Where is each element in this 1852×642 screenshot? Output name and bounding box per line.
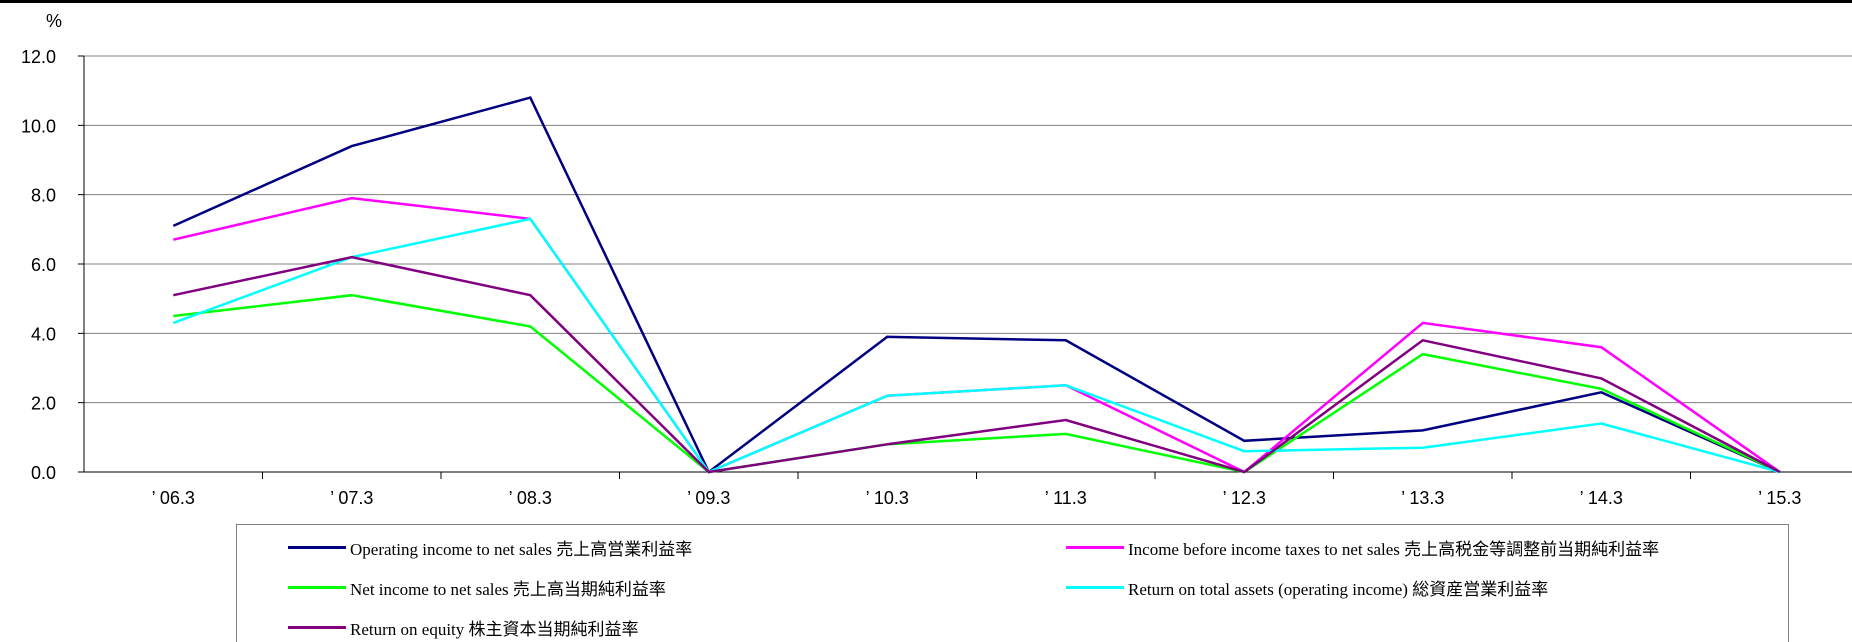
legend-label: Net income to net sales 売上高当期純利益率 — [350, 579, 666, 599]
legend-swatch — [288, 545, 346, 549]
legend-swatch — [288, 585, 346, 589]
series-line — [173, 293, 1781, 474]
y-tick-label: 0.0 — [31, 463, 56, 483]
x-tick-label: ’ 11.3 — [1045, 488, 1087, 508]
x-tick-labels: ’ 06.3 ’ 07.3 ’ 08.3 ’ 09.3 ’ 10.3 ’ 11.3 ’ 12… — [152, 488, 1802, 508]
legend-item-operating-income: Operating income to net sales 売上高営業利益率 — [288, 534, 692, 560]
x-tick-label: ’ 15.3 — [1758, 488, 1801, 508]
x-tick-label: ’ 14.3 — [1580, 488, 1623, 508]
axes — [78, 55, 1852, 479]
legend-item-return-on-assets: Return on total assets (operating income… — [1066, 574, 1548, 600]
series-line — [173, 255, 1781, 474]
legend-label: Return on equity 株主資本当期純利益率 — [350, 619, 639, 639]
series-lines — [172, 96, 1781, 474]
x-tick-label: ’ 06.3 — [152, 488, 195, 508]
y-tick-label: 2.0 — [31, 394, 56, 414]
legend-item-return-on-equity: Return on equity 株主資本当期純利益率 — [288, 614, 639, 640]
x-tick-label: ’ 09.3 — [687, 488, 730, 508]
x-tick-label: ’ 08.3 — [509, 488, 552, 508]
y-tick-label: 12.0 — [21, 47, 56, 67]
y-tick-labels: 0.0 2.0 4.0 6.0 8.0 10.0 12.0 — [21, 47, 56, 483]
legend-label: Return on total assets (operating income… — [1128, 579, 1549, 599]
series-line — [172, 217, 1781, 474]
legend-label: Operating income to net sales 売上高営業利益率 — [350, 539, 693, 559]
line-chart: % 0.02.04.06.08.010.012.0 ’ 06.3’ 07.3’ … — [21, 11, 1852, 508]
x-tick-label: ’ 12.3 — [1223, 488, 1266, 508]
x-tick-label: ’ 13.3 — [1401, 488, 1444, 508]
series-line — [172, 96, 1781, 474]
legend-swatch — [1066, 585, 1124, 589]
top-border — [0, 0, 1852, 3]
legend-label: Income before income taxes to net sales … — [1128, 539, 1660, 559]
legend-item-income-before-taxes: Income before income taxes to net sales … — [1066, 534, 1659, 560]
y-tick-label: 8.0 — [31, 186, 56, 206]
y-axis-label: % — [46, 11, 62, 31]
y-tick-label: 6.0 — [31, 255, 56, 275]
legend-item-net-income: Net income to net sales 売上高当期純利益率 — [288, 574, 666, 600]
legend-swatch — [288, 625, 346, 629]
legend-swatch — [1066, 545, 1124, 549]
y-tick-label: 10.0 — [21, 116, 56, 136]
gridlines — [84, 55, 1852, 404]
legend: Operating income to net sales 売上高営業利益率 I… — [236, 524, 1789, 642]
x-tick-label: ’ 07.3 — [330, 488, 373, 508]
x-tick-label: ’ 10.3 — [866, 488, 909, 508]
y-tick-label: 4.0 — [31, 324, 56, 344]
